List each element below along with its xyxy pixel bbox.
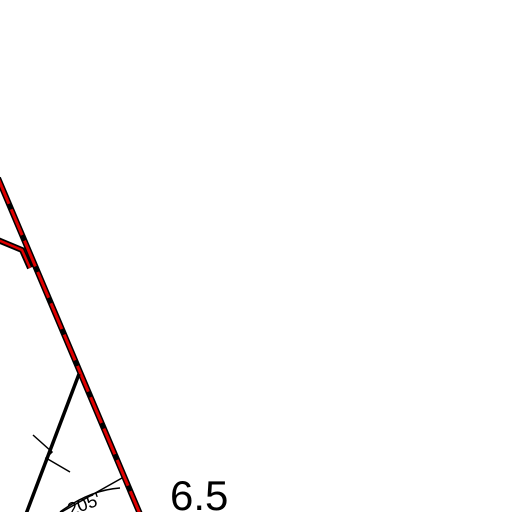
branch-line [0, 237, 33, 270]
lot-line [24, 373, 81, 512]
break-symbol [32, 434, 71, 473]
boundary-dash [0, 178, 141, 512]
distance-label: 205' [65, 489, 103, 512]
dimension-label: 6.5 [170, 472, 228, 512]
branch-inner [0, 239, 32, 269]
dimension-arc [59, 487, 121, 512]
boundary-line [0, 176, 143, 512]
dimension-leader [60, 477, 123, 512]
